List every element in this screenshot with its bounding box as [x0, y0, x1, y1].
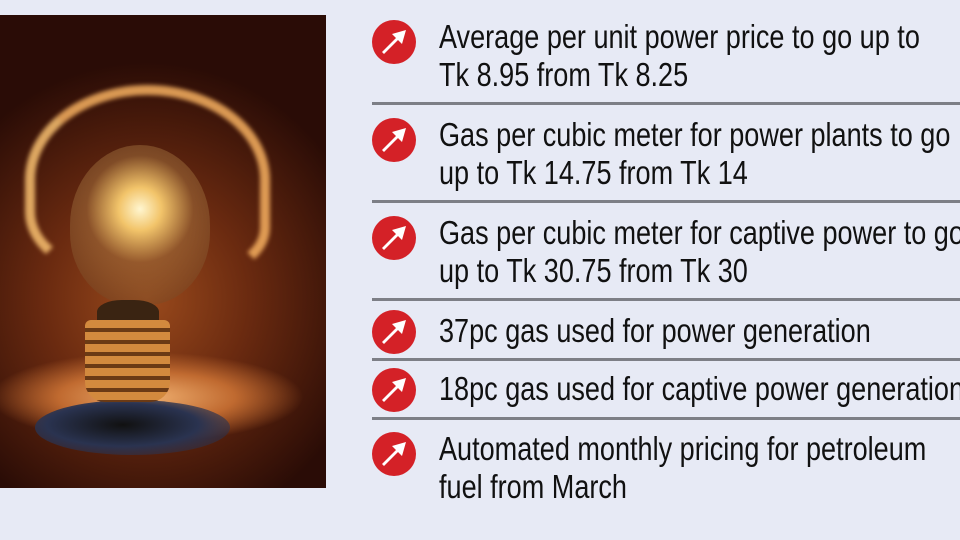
fact-line-2: up to Tk 14.75 from Tk 14 [439, 154, 748, 191]
arrow-up-right-icon [372, 310, 416, 354]
fact-line-1: 18pc gas used for captive power generati… [439, 370, 960, 407]
arrow-up-right-icon [372, 432, 416, 476]
bulb-shadow [35, 400, 230, 455]
divider [372, 102, 960, 105]
divider [372, 417, 960, 420]
arrow-up-right-icon [372, 368, 416, 412]
fact-line-2: Tk 8.95 from Tk 8.25 [439, 56, 689, 93]
hand [25, 85, 270, 275]
divider [372, 358, 960, 361]
light-bulb-photo [0, 15, 326, 488]
fact-line-1: Average per unit power price to go up to [439, 18, 920, 55]
arrow-up-right-icon [372, 118, 416, 162]
arrow-up-right-icon [372, 20, 416, 64]
arrow-up-right-icon [372, 216, 416, 260]
fact-line-1: Automated monthly pricing for petroleum [439, 430, 927, 467]
divider [372, 298, 960, 301]
fact-line-1: Gas per cubic meter for captive power to… [439, 214, 960, 251]
bulb-base [85, 320, 170, 402]
fact-line-1: 37pc gas used for power generation [439, 312, 871, 349]
divider [372, 200, 960, 203]
fact-line-2: fuel from March [439, 468, 627, 505]
fact-line-1: Gas per cubic meter for power plants to … [439, 116, 951, 153]
fact-line-2: up to Tk 30.75 from Tk 30 [439, 252, 748, 289]
